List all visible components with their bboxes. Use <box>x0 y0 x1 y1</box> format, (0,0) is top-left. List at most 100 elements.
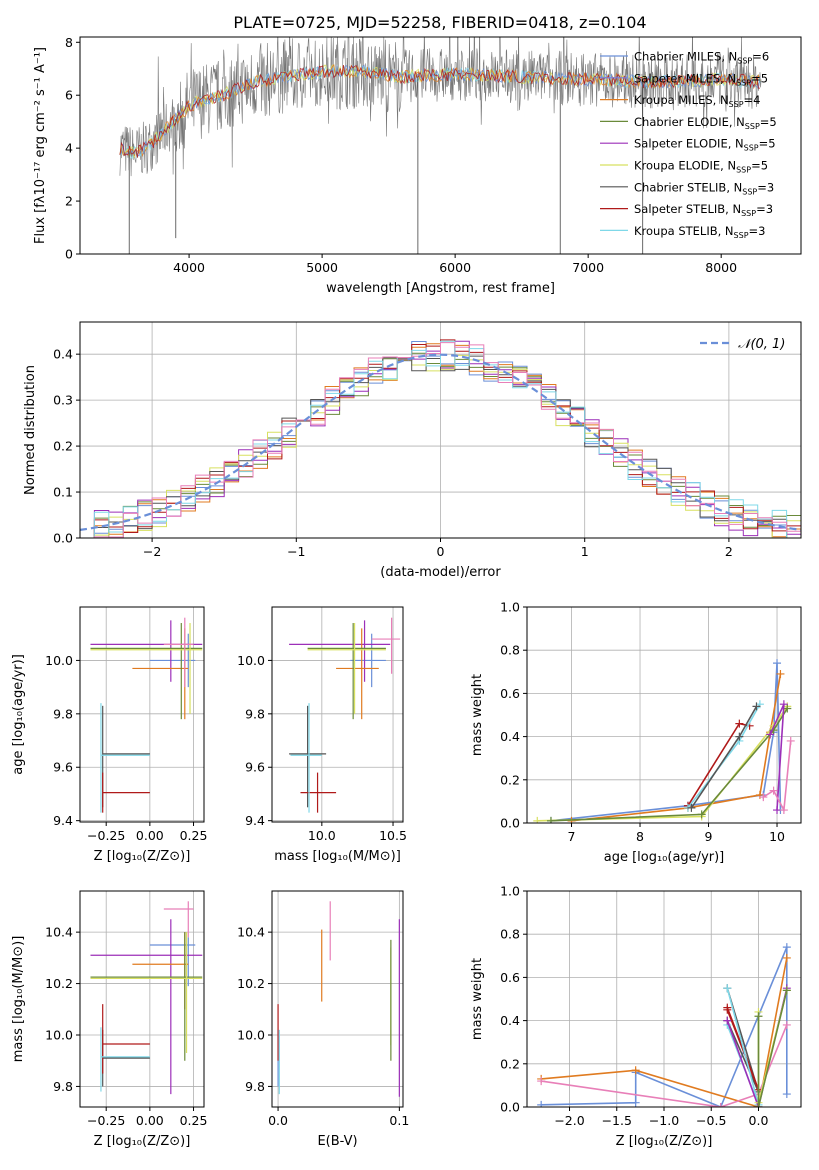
legend-subscript: SSP <box>729 100 744 109</box>
massweight-marker <box>723 1016 732 1025</box>
y-axis-label: mass weight <box>470 958 485 1040</box>
x-tick-label: 0.25 <box>180 828 208 843</box>
massweight-line <box>762 740 792 813</box>
legend-entry: Salpeter MILES, NSSP=5 <box>634 71 768 87</box>
y-tick-label: 9.6 <box>245 760 265 775</box>
y-tick-label: 0.2 <box>53 439 73 454</box>
legend-entry: Chabrier MILES, NSSP=6 <box>634 50 769 66</box>
axes-frame: 7 8 9 10 0.0 0.2 0.4 0.6 0.8 1.0 <box>500 600 802 844</box>
x-axis-label: Z [log₁₀(Z/Z⊙)] <box>94 849 191 864</box>
y-tick-label: 9.8 <box>53 706 73 721</box>
massweight-line <box>726 987 760 1106</box>
y-axis-label: Normed distribution <box>23 365 38 495</box>
massweight-marker <box>783 704 792 713</box>
x-tick-label: −1.5 <box>602 1113 632 1128</box>
massweight-marker <box>754 1103 763 1107</box>
legend-label: Chabrier MILES, N <box>634 50 737 64</box>
massweight-line <box>690 706 758 809</box>
legend-label: Salpeter ELODIE, N <box>634 137 744 151</box>
legend-suffix: =6 <box>752 50 769 64</box>
y-tick-label: 0.1 <box>53 485 73 500</box>
y-tick-label: 0.0 <box>500 816 520 831</box>
axes-frame: 4000 5000 6000 7000 8000 0 2 4 6 8 <box>65 35 802 275</box>
axes-box <box>271 606 404 823</box>
y-tick-label: 8 <box>65 35 73 50</box>
legend-entry: Salpeter ELODIE, NSSP=5 <box>634 137 776 153</box>
massweight-marker <box>697 810 706 819</box>
y-tick-label: 4 <box>65 141 73 156</box>
legend-entry: Kroupa ELODIE, NSSP=5 <box>634 159 768 175</box>
legend-entry: 𝒩(0, 1) <box>738 337 785 352</box>
spectrum-model-line <box>119 64 761 158</box>
x-tick-label: 0.25 <box>180 1113 208 1128</box>
figure-title: PLATE=0725, MJD=52258, FIBERID=0418, z=0… <box>233 13 646 32</box>
legend-subscript: SSP <box>742 187 757 196</box>
x-tick-label: 6000 <box>439 260 471 275</box>
x-axis-label: Z [log₁₀(Z/Z⊙)] <box>616 1134 713 1149</box>
massweight-line <box>541 946 788 1107</box>
spectrum-model-line <box>119 64 761 158</box>
massweight-marker <box>782 953 791 962</box>
x-tick-label: 0.00 <box>136 1113 164 1128</box>
y-tick-label: 1.0 <box>500 884 520 899</box>
x-tick-label: 0 <box>437 544 445 559</box>
y-tick-label: 0.6 <box>500 686 520 701</box>
mass-vs-ebv-panel: 0.0 0.1 9.8 10.0 10.2 10.4 E(B-V) <box>237 890 409 1149</box>
y-tick-label: 0.4 <box>500 729 520 744</box>
x-tick-label: −2.0 <box>554 1113 584 1128</box>
massweight-marker <box>782 1090 791 1099</box>
massweight-marker <box>766 730 775 739</box>
massweight-marker <box>631 1098 640 1107</box>
axes-frame: 10.0 10.5 9.4 9.6 9.8 10.0 <box>237 606 407 843</box>
legend-suffix: =5 <box>751 159 768 173</box>
massweight-marker <box>537 1077 546 1086</box>
legend-subscript: SSP <box>734 231 749 240</box>
x-tick-label: 9 <box>705 829 713 844</box>
x-axis-label: E(B-V) <box>317 1134 357 1149</box>
massweight-marker <box>786 736 795 745</box>
x-axis-label: (data-model)/error <box>380 565 501 580</box>
spectrum-panel: 4000 5000 6000 7000 8000 0 2 4 6 8 wavelength [Ang… <box>33 35 802 296</box>
legend-subscript: SSP <box>745 122 760 131</box>
legend-subscript: SSP <box>737 57 752 66</box>
massweight-marker <box>759 793 768 802</box>
massweight-marker <box>716 1103 725 1107</box>
x-tick-label: 10.5 <box>379 828 407 843</box>
y-tick-label: 2 <box>65 194 73 209</box>
x-tick-label: 10.0 <box>308 828 336 843</box>
x-tick-label: 7000 <box>572 260 604 275</box>
legend-subscript: SSP <box>736 166 751 175</box>
axes-box <box>79 36 802 255</box>
y-axis-label: Flux [fλ10⁻¹⁷ erg cm⁻² s⁻¹ A⁻¹] <box>33 47 48 244</box>
legend-entry: Kroupa MILES, NSSP=4 <box>634 93 760 109</box>
legend-label: Chabrier ELODIE, N <box>634 115 745 129</box>
axes-frame: −2.0 −1.5 −1.0 −0.5 0.0 0.0 0.2 0.4 0.6 0.8 1.0 <box>500 884 802 1128</box>
y-axis-label: age [log₁₀(age/yr)] <box>11 654 26 775</box>
age-vs-mass-panel: 10.0 10.5 9.4 9.6 9.8 10.0 mass [log₁₀(M/M⊙)] <box>237 606 407 864</box>
x-tick-label: 0.0 <box>268 1113 288 1128</box>
massweight-line <box>571 673 782 822</box>
age-vs-metallicity-panel: −0.25 0.00 0.25 9.4 9.6 9.8 10.0 Z [log₁₀(Z/Z⊙)… <box>11 606 208 864</box>
y-tick-label: 0.8 <box>500 927 520 942</box>
plot-area <box>537 943 791 1107</box>
x-tick-label: −1 <box>287 544 305 559</box>
legend-subscript: SSP <box>744 144 759 153</box>
massweight-marker <box>776 669 785 678</box>
massweight-marker <box>723 984 732 993</box>
x-tick-label: 8000 <box>705 260 737 275</box>
y-tick-label: 9.4 <box>245 813 265 828</box>
mass-vs-metallicity-panel: −0.25 0.00 0.25 9.8 10.0 10.2 10.4 Z [log₁₀(Z/Z… <box>11 890 208 1149</box>
plot-area <box>90 901 203 1095</box>
axes-frame: −0.25 0.00 0.25 9.8 10.0 10.2 10.4 <box>45 890 208 1128</box>
y-tick-label: 10.2 <box>45 976 73 991</box>
residuals-panel: −2 −1 0 1 2 0.0 0.1 0.2 0.3 0.4 (data-model)/error… <box>23 321 802 580</box>
y-axis-label: mass [log₁₀(M/M⊙)] <box>11 936 26 1063</box>
legend-entry: Salpeter STELIB, NSSP=3 <box>634 202 773 218</box>
x-tick-label: 2 <box>725 544 733 559</box>
axes-box <box>79 890 205 1108</box>
massweight-marker <box>755 700 764 709</box>
legend-entry: Chabrier STELIB, NSSP=3 <box>634 180 774 196</box>
massweight-marker <box>631 1066 640 1075</box>
massweight-marker <box>533 816 542 823</box>
y-tick-label: 0.0 <box>500 1100 520 1115</box>
